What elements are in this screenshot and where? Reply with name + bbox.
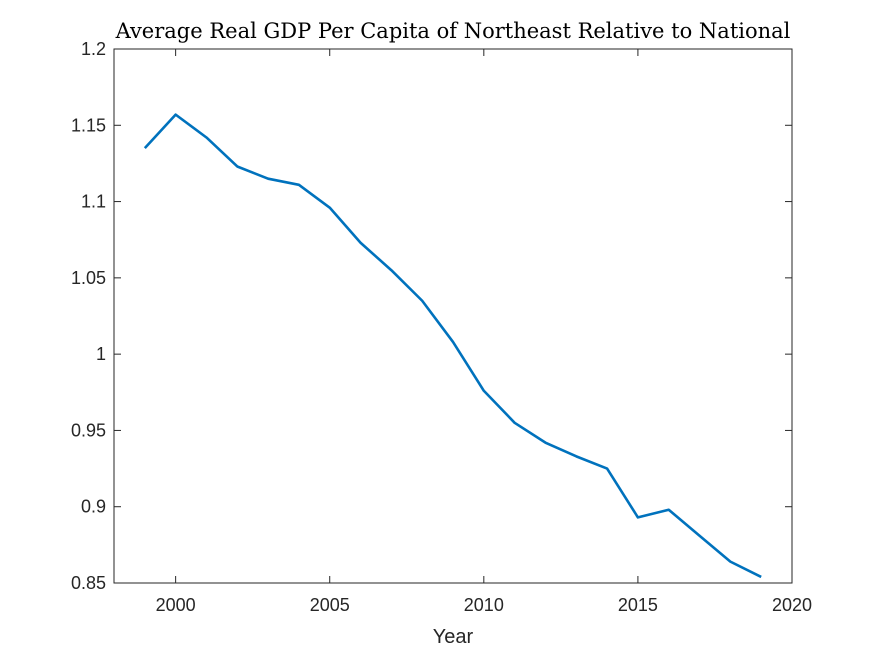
y-tick-label: 1.2	[81, 39, 106, 59]
y-tick-label: 0.85	[71, 573, 106, 593]
y-tick-label: 0.9	[81, 497, 106, 517]
plot-frame	[113, 48, 793, 584]
x-tick-label: 2015	[618, 595, 658, 615]
x-tick-label: 2005	[310, 595, 350, 615]
series-line	[143, 113, 762, 579]
y-tick-label: 1.15	[71, 115, 106, 135]
chart-title: Average Real GDP Per Capita of Northeast…	[115, 19, 791, 43]
series-layer	[143, 113, 762, 579]
plot-area	[114, 49, 792, 583]
y-tick-label: 1.05	[71, 268, 106, 288]
y-tick-label: 1.1	[81, 192, 106, 212]
axis-ticks: 2000 2005 2010 2015 2020 0.85 0.9 0.95 1 1.05 1.1 1…	[71, 39, 812, 615]
x-tick-label: 2000	[156, 595, 196, 615]
y-tick-label: 1	[96, 344, 106, 364]
x-axis-label: Year	[433, 626, 474, 648]
x-tick-label: 2020	[772, 595, 812, 615]
y-tick-label: 0.95	[71, 420, 106, 440]
x-tick-label: 2010	[464, 595, 504, 615]
